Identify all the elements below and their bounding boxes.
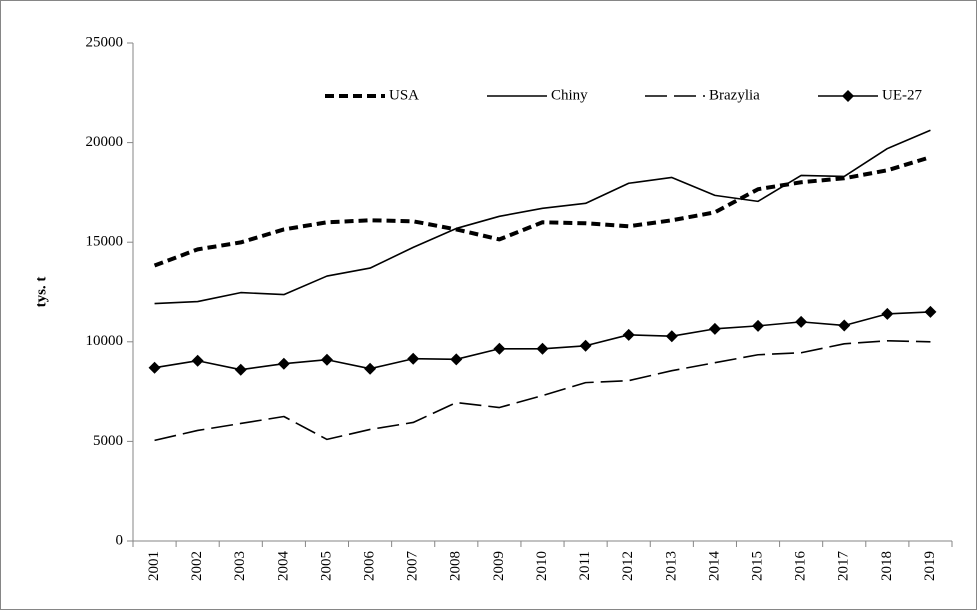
y-tick-label: 5000 [93, 433, 123, 449]
y-tick-label: 25000 [86, 34, 124, 50]
x-tick-label: 2014 [706, 551, 722, 582]
x-tick-label: 2006 [362, 551, 378, 582]
y-tick-label: 0 [116, 532, 124, 548]
y-tick-label: 20000 [86, 134, 124, 150]
legend-label: Brazylia [709, 87, 760, 103]
y-tick-label: 15000 [86, 234, 124, 250]
point [493, 342, 506, 355]
y-tick-label: 10000 [86, 333, 124, 349]
x-tick-label: 2007 [405, 551, 421, 582]
legend-marker [842, 90, 854, 102]
legend-label: USA [389, 87, 419, 103]
x-tick-label: 2015 [749, 551, 765, 581]
x-tick-label: 2009 [491, 551, 507, 581]
x-tick-label: 2002 [189, 551, 205, 581]
point [234, 363, 247, 376]
series-line [154, 129, 931, 305]
x-tick-label: 2016 [793, 551, 809, 582]
point [320, 353, 333, 366]
point [277, 357, 290, 370]
series-line [153, 155, 932, 268]
point [536, 342, 549, 355]
x-tick-label: 2011 [577, 551, 593, 580]
point [795, 315, 808, 328]
point [622, 328, 635, 341]
x-tick-label: 2019 [922, 551, 938, 581]
point [708, 322, 721, 335]
x-tick-label: 2018 [879, 551, 895, 581]
point [665, 330, 678, 343]
point [579, 339, 592, 352]
point [407, 352, 420, 365]
point [752, 319, 765, 332]
point [191, 354, 204, 367]
point [148, 361, 161, 374]
x-tick-label: 2017 [836, 551, 852, 582]
point [881, 307, 894, 320]
x-tick-label: 2012 [620, 551, 636, 581]
point [838, 319, 851, 332]
legend-label: Chiny [551, 87, 588, 103]
point [364, 362, 377, 375]
x-tick-label: 2010 [534, 551, 550, 581]
x-tick-label: 2001 [146, 551, 162, 581]
point [450, 353, 463, 366]
x-tick-label: 2008 [448, 551, 464, 581]
y-axis-label: tys. t [33, 277, 49, 308]
point [924, 305, 937, 318]
x-tick-label: 2004 [275, 551, 291, 582]
x-tick-label: 2005 [318, 551, 334, 581]
x-tick-label: 2003 [232, 551, 248, 581]
legend-label: UE-27 [882, 87, 922, 103]
x-tick-label: 2013 [663, 551, 679, 581]
series-line [154, 340, 931, 442]
